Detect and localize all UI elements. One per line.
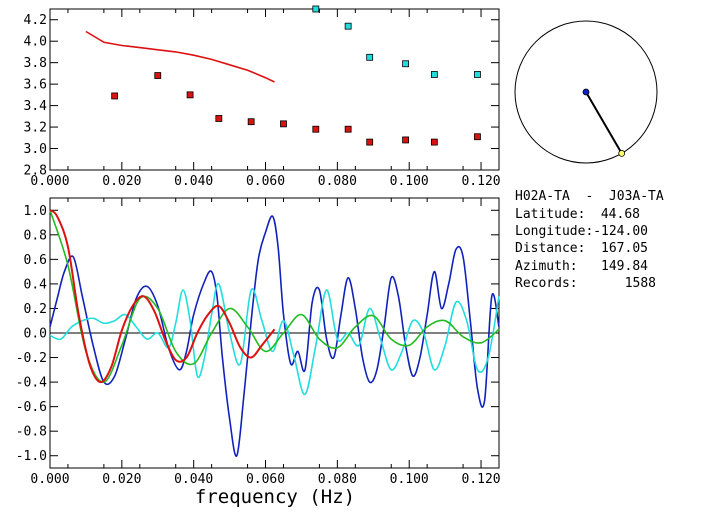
distance-label: Distance: <box>515 241 585 256</box>
red-square-point <box>247 118 255 126</box>
compass-circle <box>514 20 658 164</box>
y-tick-label: 3.6 <box>24 78 47 93</box>
compass-center-dot <box>582 88 590 96</box>
x-tick-label: 0.020 <box>102 472 141 487</box>
top-scatter-panel: 0.000 0.020 0.040 0.060 0.080 0.100 0.120 2.8 3.… <box>24 5 501 189</box>
x-tick-label: 0.000 <box>30 174 69 189</box>
x-tick-label: 0.060 <box>246 174 285 189</box>
longitude-label: Longitude: <box>515 224 593 239</box>
cyan-square-point <box>430 71 438 78</box>
records-value: 1588 <box>625 276 656 291</box>
azimuth-needle <box>585 91 623 154</box>
x-tick-label: 0.040 <box>174 174 213 189</box>
cyan-square-point <box>312 5 320 13</box>
red-square-point <box>154 72 162 79</box>
red-square-point <box>402 136 410 144</box>
bottom-line-panel: 0.000 0.020 0.040 0.060 0.080 0.100 0.120 -1.0 -… <box>16 197 501 508</box>
red-square-point <box>215 115 223 122</box>
station-info-block: H02A-TA - J03A-TA Latitude: 44.68 Longit… <box>515 189 664 291</box>
y-tick-label: -1.0 <box>16 449 47 464</box>
top-axis-ticks: 0.000 0.020 0.040 0.060 0.080 0.100 0.120 2.8 3.… <box>24 9 501 189</box>
latitude-value: 44.68 <box>601 207 640 222</box>
latitude-label: Latitude: <box>515 207 585 222</box>
red-square-point <box>186 91 194 99</box>
y-tick-label: 0.4 <box>24 277 48 292</box>
records-label: Records: <box>515 276 578 291</box>
y-tick-label: 0.6 <box>24 253 47 268</box>
azimuth-value: 149.84 <box>601 259 648 274</box>
x-tick-label: 0.000 <box>30 472 69 487</box>
cyan-correlation-line <box>49 283 500 396</box>
y-tick-label: 3.0 <box>24 142 47 157</box>
cyan-square-point <box>344 22 352 30</box>
group-velocity-curve <box>85 30 275 83</box>
x-tick-label: 0.100 <box>390 174 429 189</box>
station-pair: H02A-TA - J03A-TA <box>515 189 664 204</box>
y-tick-label: 0.2 <box>24 302 47 317</box>
y-tick-label: -0.4 <box>16 376 47 391</box>
y-tick-label: 0.8 <box>24 228 47 243</box>
red-square-point <box>366 138 374 146</box>
x-tick-label: 0.120 <box>461 174 500 189</box>
green-correlation-line <box>49 210 500 383</box>
y-tick-label: 3.2 <box>24 121 47 136</box>
cyan-square-point <box>366 53 374 61</box>
y-tick-label: 4.0 <box>24 35 47 50</box>
longitude-value: -124.00 <box>593 224 648 239</box>
y-tick-label: -0.6 <box>16 400 47 415</box>
x-tick-label: 0.080 <box>318 472 357 487</box>
cyan-square-point <box>402 60 410 68</box>
red-square-point <box>344 125 352 133</box>
red-square-point <box>312 125 320 133</box>
azimuth-label: Azimuth: <box>515 259 578 274</box>
bottom-axis-ticks: 0.000 0.020 0.040 0.060 0.080 0.100 0.120 -1.0 -… <box>16 198 501 487</box>
x-axis-label: frequency (Hz) <box>195 486 355 508</box>
blue-correlation-line <box>49 215 500 457</box>
y-tick-label: 4.2 <box>24 13 47 28</box>
y-tick-label: 2.8 <box>24 164 47 179</box>
y-tick-label: 3.8 <box>24 56 47 71</box>
red-square-point <box>474 133 481 141</box>
cyan-square-point <box>474 71 481 78</box>
bottom-plot-marks <box>49 209 500 457</box>
top-plot-marks <box>85 5 481 146</box>
compass-endpoint-dot <box>618 149 626 157</box>
x-tick-label: 0.100 <box>390 472 429 487</box>
x-tick-label: 0.060 <box>246 472 285 487</box>
azimuth-compass <box>514 20 658 164</box>
distance-value: 167.05 <box>601 241 648 256</box>
x-tick-label: 0.080 <box>318 174 357 189</box>
y-tick-label: 3.4 <box>24 99 48 114</box>
y-tick-label: 1.0 <box>24 204 47 219</box>
x-tick-label: 0.020 <box>102 174 141 189</box>
y-tick-label: -0.8 <box>16 425 47 440</box>
x-tick-label: 0.040 <box>174 472 213 487</box>
red-correlation-line <box>49 209 276 384</box>
top-plot-frame <box>49 8 500 171</box>
red-square-point <box>280 120 287 128</box>
red-square-point <box>111 92 119 100</box>
red-square-point <box>430 138 438 146</box>
x-tick-label: 0.120 <box>461 472 500 487</box>
y-tick-label: -0.2 <box>16 351 47 366</box>
y-tick-label: 0.0 <box>24 327 47 342</box>
